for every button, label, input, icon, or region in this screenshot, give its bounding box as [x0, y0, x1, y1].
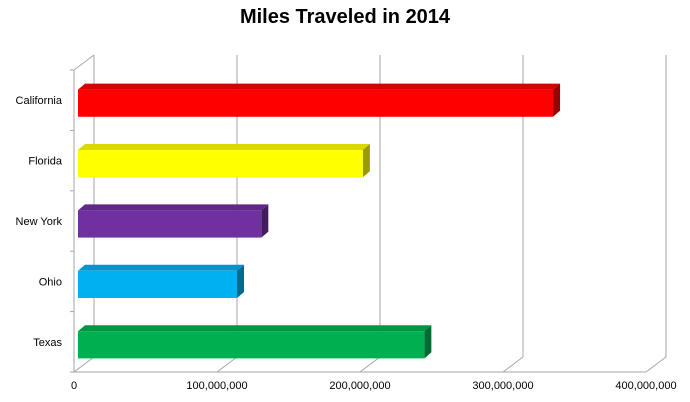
bar-top-face	[78, 325, 432, 332]
bar-top-face	[78, 204, 269, 211]
chart-title: Miles Traveled in 2014	[239, 6, 451, 28]
floor-gridline	[502, 356, 524, 373]
floor-gridline	[645, 356, 667, 373]
x-tick-label: 400,000,000	[615, 380, 676, 392]
x-tick-label: 300,000,000	[472, 380, 533, 392]
y-tick-label: New York	[16, 216, 63, 228]
y-tick-label: California	[16, 95, 63, 107]
bar-end-face	[237, 264, 245, 298]
bar-end-face	[553, 83, 561, 117]
floor-gridline	[216, 356, 238, 373]
bar	[78, 150, 363, 178]
x-tick-label: 200,000,000	[329, 380, 390, 392]
bar-end-face	[261, 204, 269, 238]
bar-end-face	[424, 325, 432, 359]
floor-gridline	[73, 356, 95, 373]
bar	[78, 210, 262, 238]
bar-top-face	[78, 144, 370, 151]
side-wall-top	[73, 54, 95, 71]
x-tick-label: 0	[71, 380, 77, 392]
bar-top-face	[78, 83, 561, 90]
y-tick-label: Ohio	[39, 276, 62, 288]
bar	[78, 89, 554, 117]
floor-gridline	[359, 356, 381, 373]
bar-end-face	[362, 144, 370, 178]
bar	[78, 331, 425, 359]
y-tick-label: Florida	[28, 156, 63, 168]
y-tick-label: Texas	[33, 337, 62, 349]
bar-top-face	[78, 264, 245, 271]
bar	[78, 270, 238, 298]
x-tick-label: 100,000,000	[186, 380, 247, 392]
